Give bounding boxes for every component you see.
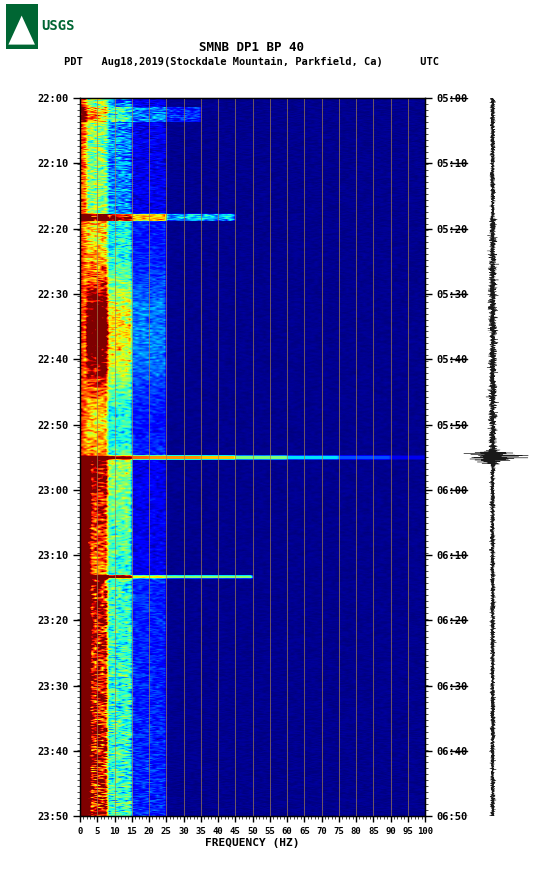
X-axis label: FREQUENCY (HZ): FREQUENCY (HZ) bbox=[205, 838, 300, 848]
Text: USGS: USGS bbox=[41, 19, 75, 33]
Text: SMNB DP1 BP 40: SMNB DP1 BP 40 bbox=[199, 40, 304, 54]
Bar bbox=[6, 4, 38, 49]
Text: PDT   Aug18,2019(Stockdale Mountain, Parkfield, Ca)      UTC: PDT Aug18,2019(Stockdale Mountain, Parkf… bbox=[63, 57, 439, 67]
Polygon shape bbox=[8, 16, 35, 45]
